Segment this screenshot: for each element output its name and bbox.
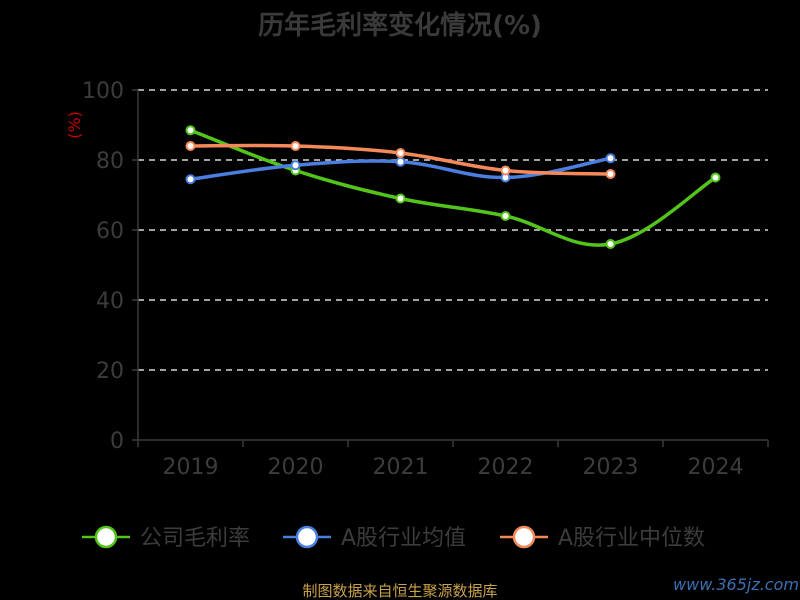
x-tick-label-2024: 2024 bbox=[688, 455, 744, 480]
data-point-2020 bbox=[290, 141, 301, 151]
grid-lines bbox=[138, 89, 768, 371]
legend: 公司毛利率 A股行业均值 A股行业中位数 bbox=[82, 525, 705, 551]
series-group bbox=[185, 125, 721, 249]
series-3 bbox=[185, 141, 616, 179]
data-point-2023 bbox=[605, 153, 616, 164]
series-2 bbox=[185, 153, 616, 185]
data-point-2021 bbox=[395, 156, 406, 167]
legend-label: A股行业均值 bbox=[341, 526, 466, 551]
data-point-2022 bbox=[500, 211, 511, 221]
data-point-2019 bbox=[185, 174, 196, 185]
y-tick-label: 100 bbox=[82, 79, 124, 104]
y-tick-label: 40 bbox=[96, 289, 124, 314]
data-point-2020 bbox=[290, 160, 301, 171]
legend-marker bbox=[295, 525, 319, 549]
legend-item-3[interactable]: A股行业中位数 bbox=[500, 525, 705, 551]
watermark: www.365jz.com bbox=[673, 575, 799, 594]
y-axis-unit-label: (%) bbox=[65, 111, 84, 139]
legend-marker bbox=[94, 525, 118, 549]
x-tick-label-2021: 2021 bbox=[373, 455, 429, 480]
legend-label: A股行业中位数 bbox=[558, 526, 705, 551]
y-tick-label: 0 bbox=[110, 429, 124, 454]
x-tick-label-2019: 2019 bbox=[163, 455, 219, 480]
y-tick-label: 20 bbox=[96, 359, 124, 384]
y-tick-label: 60 bbox=[96, 219, 124, 244]
data-point-2021 bbox=[395, 193, 406, 204]
data-point-2021 bbox=[395, 148, 406, 158]
legend-marker bbox=[512, 525, 536, 549]
x-tick-label-2022: 2022 bbox=[478, 455, 534, 480]
data-source-note: 制图数据来自恒生聚源数据库 bbox=[302, 582, 497, 600]
series-line-1 bbox=[189, 128, 717, 247]
legend-item-2[interactable]: A股行业均值 bbox=[283, 525, 466, 551]
axes bbox=[132, 89, 769, 447]
data-point-2019 bbox=[185, 125, 196, 136]
y-tick-labels: 0 20 40 60 80 100 bbox=[82, 79, 124, 454]
data-point-2023 bbox=[605, 169, 616, 179]
data-point-2023 bbox=[605, 239, 616, 249]
data-point-2022 bbox=[500, 165, 511, 176]
x-tick-labels: 2019 2020 2021 2022 2023 2024 bbox=[163, 455, 744, 480]
x-tick-label-2023: 2023 bbox=[583, 455, 639, 480]
chart-title: 历年毛利率变化情况(%) bbox=[258, 10, 542, 41]
y-tick-label: 80 bbox=[96, 149, 124, 174]
x-tick-label-2020: 2020 bbox=[268, 455, 324, 480]
data-point-2019 bbox=[185, 141, 196, 151]
legend-item-1[interactable]: 公司毛利率 bbox=[82, 525, 250, 551]
data-point-2024 bbox=[710, 172, 721, 183]
legend-label: 公司毛利率 bbox=[140, 526, 250, 551]
